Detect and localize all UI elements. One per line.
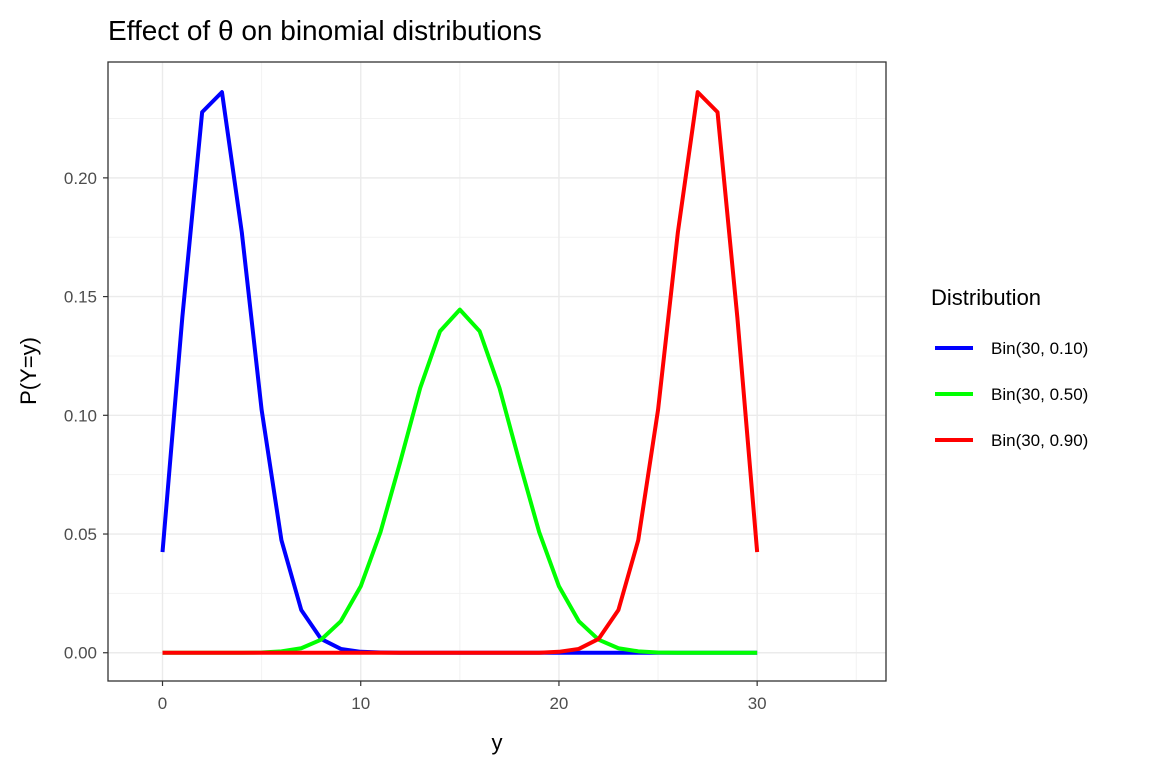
y-axis: 0.00 0.05 0.10 0.15 0.20 [64, 169, 108, 663]
legend-title: Distribution [931, 285, 1041, 310]
y-tick-label: 0.15 [64, 288, 97, 307]
y-axis-title: P(Y=y) [16, 337, 41, 405]
x-axis-title: y [492, 730, 503, 755]
major-gridlines [108, 62, 886, 681]
y-tick-label: 0.10 [64, 406, 97, 425]
x-tick-label: 0 [158, 694, 167, 713]
x-tick-label: 30 [748, 694, 767, 713]
legend-label-2: Bin(30, 0.50) [991, 385, 1088, 404]
x-tick-label: 20 [549, 694, 568, 713]
y-tick-label: 0.05 [64, 525, 97, 544]
series-line-3 [162, 90, 760, 655]
y-tick-label: 0.00 [64, 644, 97, 663]
series-lines [160, 90, 760, 655]
x-axis: 0 10 20 30 [158, 681, 767, 713]
plot-panel-border [107, 61, 887, 682]
x-tick-label: 10 [351, 694, 370, 713]
legend: Distribution Bin(30, 0.10) Bin(30, 0.50) B… [931, 285, 1088, 450]
minor-gridlines [108, 62, 886, 681]
y-tick-label: 0.20 [64, 169, 97, 188]
chart-title: Effect of θ on binomial distributions [108, 15, 542, 46]
legend-label-3: Bin(30, 0.90) [991, 431, 1088, 450]
legend-label-1: Bin(30, 0.10) [991, 339, 1088, 358]
